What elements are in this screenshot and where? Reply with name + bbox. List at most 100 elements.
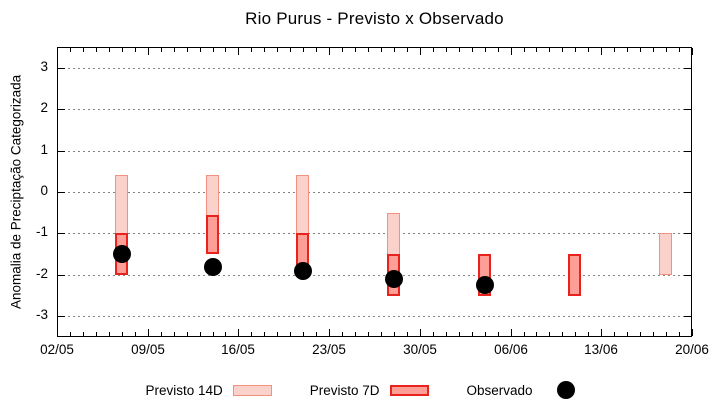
x-tick-minor xyxy=(174,332,175,336)
x-tick-minor-top xyxy=(187,48,188,52)
x-tick-major xyxy=(329,329,330,336)
x-tick-label: 02/05 xyxy=(40,342,74,357)
x-tick-minor xyxy=(485,332,486,336)
x-tick-minor-top xyxy=(575,48,576,52)
gridline xyxy=(58,151,691,152)
y-tick xyxy=(58,109,65,110)
legend-swatch-previsto-14d xyxy=(232,384,272,396)
x-tick-minor-top xyxy=(135,48,136,52)
x-tick-minor xyxy=(627,332,628,336)
x-tick-minor-top xyxy=(446,48,447,52)
x-tick-minor-top xyxy=(433,48,434,52)
x-tick-minor xyxy=(83,332,84,336)
x-tick-minor xyxy=(290,332,291,336)
y-tick xyxy=(58,316,65,317)
x-tick-major xyxy=(692,329,693,336)
x-tick-minor-top xyxy=(498,48,499,52)
x-tick-minor-top xyxy=(213,48,214,52)
legend: Previsto 14D Previsto 7D Observado xyxy=(0,379,720,400)
x-tick-minor xyxy=(536,332,537,336)
x-tick-minor xyxy=(381,332,382,336)
x-tick-minor-top xyxy=(174,48,175,52)
x-tick-minor xyxy=(498,332,499,336)
x-tick-minor-top xyxy=(277,48,278,52)
x-tick-label: 13/06 xyxy=(584,342,618,357)
gridline xyxy=(58,233,691,234)
x-tick-minor-top xyxy=(640,48,641,52)
x-tick-minor xyxy=(407,332,408,336)
x-tick-minor-top xyxy=(109,48,110,52)
x-tick-minor xyxy=(225,332,226,336)
x-tick-minor-top xyxy=(264,48,265,52)
gridline xyxy=(58,275,691,276)
y-tick-label: 2 xyxy=(40,100,48,115)
x-tick-minor-top xyxy=(303,48,304,52)
legend-label-previsto-14d: Previsto 14D xyxy=(145,382,223,398)
gridline xyxy=(58,192,691,193)
y-tick-right xyxy=(684,109,691,110)
x-tick-minor xyxy=(96,332,97,336)
legend-item-previsto-7d: Previsto 7D xyxy=(310,383,429,398)
legend-item-previsto-14d: Previsto 14D xyxy=(145,382,272,398)
x-tick-minor xyxy=(679,332,680,336)
x-tick-label: 09/05 xyxy=(131,342,165,357)
y-tick-label: 0 xyxy=(40,183,48,198)
x-tick-major-top xyxy=(329,48,330,55)
x-tick-minor xyxy=(213,332,214,336)
plot-area-border xyxy=(57,47,692,337)
x-tick-minor-top xyxy=(251,48,252,52)
x-tick-label: 16/05 xyxy=(221,342,255,357)
x-tick-major xyxy=(148,329,149,336)
x-tick-minor-top xyxy=(472,48,473,52)
x-tick-minor xyxy=(187,332,188,336)
x-tick-minor-top xyxy=(679,48,680,52)
x-tick-minor xyxy=(368,332,369,336)
y-tick-label: 1 xyxy=(40,142,48,157)
y-tick xyxy=(58,68,65,69)
x-tick-minor-top xyxy=(666,48,667,52)
x-tick-major-top xyxy=(692,48,693,55)
x-tick-major-top xyxy=(420,48,421,55)
y-tick-label: -3 xyxy=(35,307,48,322)
x-tick-minor xyxy=(524,332,525,336)
y-tick-right xyxy=(684,68,691,69)
x-tick-minor-top xyxy=(562,48,563,52)
x-tick-minor-top xyxy=(614,48,615,52)
previsto-14d-bar xyxy=(659,233,672,275)
x-tick-minor xyxy=(446,332,447,336)
x-tick-major xyxy=(57,329,58,336)
x-tick-minor xyxy=(70,332,71,336)
previsto-7d-bar xyxy=(206,215,219,254)
x-tick-minor xyxy=(588,332,589,336)
y-tick-right xyxy=(684,316,691,317)
y-tick-label: -1 xyxy=(35,224,48,239)
y-tick xyxy=(58,275,65,276)
x-tick-minor-top xyxy=(394,48,395,52)
x-tick-minor xyxy=(459,332,460,336)
x-tick-label: 20/06 xyxy=(675,342,709,357)
legend-label-observado: Observado xyxy=(466,382,533,398)
x-tick-minor-top xyxy=(122,48,123,52)
x-tick-major xyxy=(238,329,239,336)
x-tick-minor-top xyxy=(549,48,550,52)
x-tick-minor xyxy=(316,332,317,336)
x-tick-minor-top xyxy=(83,48,84,52)
x-tick-major-top xyxy=(511,48,512,55)
x-tick-minor xyxy=(472,332,473,336)
x-tick-minor xyxy=(122,332,123,336)
previsto-7d-bar xyxy=(568,254,581,296)
gridline xyxy=(58,109,691,110)
observado-point xyxy=(204,258,222,276)
x-tick-minor xyxy=(264,332,265,336)
x-tick-major xyxy=(601,329,602,336)
x-tick-minor xyxy=(640,332,641,336)
x-tick-major xyxy=(511,329,512,336)
x-tick-minor xyxy=(303,332,304,336)
y-tick xyxy=(58,151,65,152)
legend-item-observado: Observado xyxy=(467,381,575,399)
x-tick-minor-top xyxy=(200,48,201,52)
gridline xyxy=(58,68,691,69)
y-tick-label: -2 xyxy=(35,266,48,281)
x-tick-minor xyxy=(342,332,343,336)
